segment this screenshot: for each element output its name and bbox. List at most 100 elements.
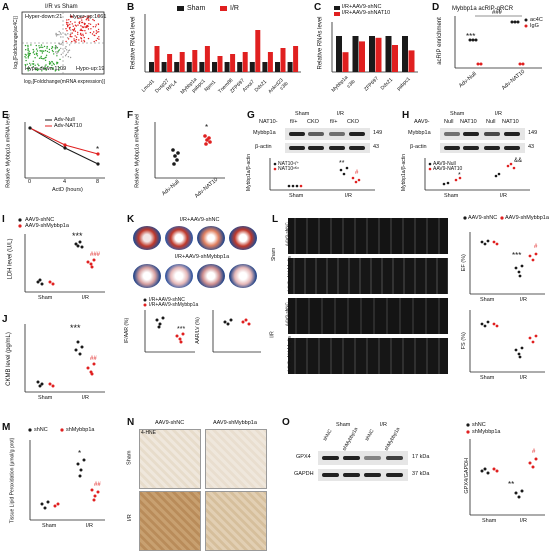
significance-marker: && (514, 158, 523, 164)
scatter-point (71, 36, 73, 38)
image-label: I/R+AAV9-shMybbp1a (175, 254, 230, 260)
scatter-point (36, 50, 39, 52)
echo-image (288, 258, 448, 294)
scatter-point (41, 70, 43, 72)
scatter-point (69, 15, 72, 17)
bar (385, 36, 392, 72)
scatter-point (65, 49, 68, 51)
panel-label: E (2, 110, 9, 121)
scatter-point (73, 30, 75, 32)
x-tick-label: Sham (42, 523, 57, 529)
bar (154, 46, 160, 72)
protein-label: GPX4 (296, 454, 311, 460)
scatter-point (87, 19, 90, 21)
scatter-point (87, 28, 90, 30)
y-axis-label: log₂[Foldchange(ac4C)] (12, 16, 19, 69)
bar (392, 45, 398, 72)
tissue-image (229, 226, 257, 250)
scatter-point (65, 46, 67, 48)
scatter-point (65, 34, 67, 36)
scatter-point (36, 55, 39, 57)
scatter-point (82, 33, 84, 35)
scatter-point (95, 39, 97, 42)
panel-h: H AAV9- Sham I/R Null NAT10 Null NAT10 M… (400, 108, 550, 204)
panel-label: G (247, 110, 255, 121)
y-axis-label: Tissue Lipid Peroxidation (μmol/g prot) (9, 437, 16, 524)
scatter-point (46, 50, 49, 53)
scatter-point (73, 28, 76, 31)
bar (242, 52, 248, 72)
scatter-plot (21, 11, 105, 75)
scatter-point (66, 23, 68, 25)
scatter-point (82, 26, 84, 29)
bar (179, 52, 185, 72)
bar (217, 56, 223, 72)
y-axis-label: Mybbp1a/β-actin (246, 153, 253, 192)
ihc-image (139, 429, 201, 489)
scatter-point (93, 31, 95, 33)
scatter-point (65, 53, 68, 56)
scatter-point (64, 55, 67, 57)
x-tick-label: Sham (289, 193, 304, 199)
significance-marker: ## (94, 482, 101, 488)
quadrant-label: Hyper-down:21 (25, 14, 63, 20)
scatter-point (40, 57, 43, 60)
scatter-point (69, 34, 72, 36)
legend-label: shNC (34, 427, 48, 433)
scatter-point (98, 31, 100, 33)
bar (293, 46, 299, 72)
legend-label: NAT10ⁿ/⁺ (278, 161, 300, 167)
scatter-point (27, 57, 29, 59)
scatter-point (82, 29, 84, 32)
protein-label: Mybbp1a (253, 130, 276, 136)
bar (287, 62, 293, 72)
protein-label: GAPDH (294, 471, 314, 477)
scatter-point (28, 67, 30, 70)
bar (204, 46, 210, 72)
scatter-point (51, 49, 54, 52)
scatter-point (61, 41, 64, 43)
scatter-point (55, 35, 58, 37)
dot-chart (466, 423, 545, 516)
scatter-point (68, 19, 70, 21)
scatter-point (92, 26, 95, 28)
bar (280, 48, 286, 72)
scatter-point (64, 47, 66, 49)
x-tick-label: I/R (520, 375, 528, 381)
scatter-point (49, 62, 52, 64)
scatter-point (35, 68, 37, 70)
scatter-point (63, 50, 65, 52)
y-axis-label: GPX4/GAPDH (464, 457, 471, 494)
scatter-point (25, 54, 27, 56)
scatter-point (47, 65, 49, 68)
scatter-point (60, 47, 62, 50)
chart-title: Mybbp1a acRIP-qRCR (452, 6, 514, 12)
scatter-point (80, 37, 83, 40)
lane-label: Null (444, 119, 454, 125)
dot-chart (28, 428, 105, 521)
scatter-point (69, 21, 72, 23)
scatter-point (48, 61, 51, 63)
protein-label: β-actin (410, 144, 427, 150)
lane-label: NAT10 (502, 119, 519, 125)
panel-m: M shNC shMybbp1a * ## Tissue Lipid Perox… (0, 420, 110, 554)
bar (167, 54, 173, 72)
scatter-point (84, 23, 86, 25)
scatter-point (83, 41, 86, 43)
scatter-point (27, 46, 29, 48)
bar (255, 30, 261, 72)
scatter-point (27, 52, 29, 54)
legend-label: shMybbp1a (66, 427, 95, 433)
scatter-point (77, 33, 79, 35)
kda-label: 43 (528, 144, 535, 150)
tissue-image (133, 264, 161, 288)
scatter-point (80, 29, 82, 31)
scatter-point (86, 25, 89, 27)
scatter-point (80, 25, 82, 27)
legend-label: AAV9-shNC (25, 217, 55, 223)
scatter-point (95, 24, 97, 26)
bar (237, 62, 243, 72)
scatter-point (43, 50, 45, 52)
scatter-point (44, 68, 47, 70)
line-chart (24, 119, 105, 179)
